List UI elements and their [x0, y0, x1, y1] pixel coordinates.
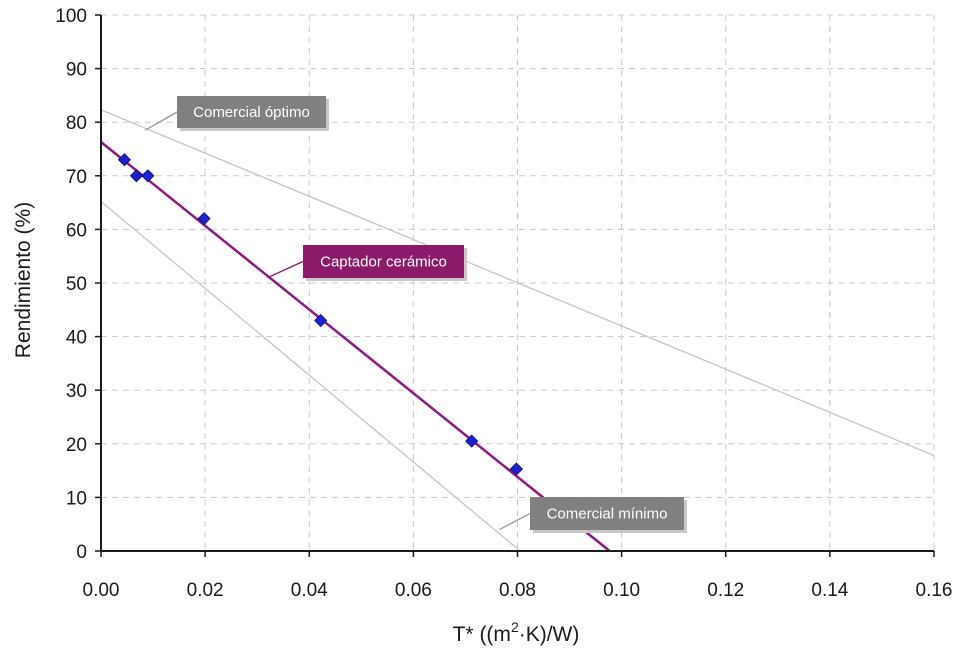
y-tick-label: 20 — [66, 435, 87, 456]
y-tick-label: 100 — [55, 6, 87, 27]
y-tick-label: 40 — [66, 328, 87, 349]
series-line-2 — [100, 109, 935, 457]
callout-comercial-minimo-leader — [498, 512, 531, 531]
y-axis-title: Rendimiento (%) — [12, 202, 35, 358]
x-tick-label: 0.02 — [187, 580, 224, 601]
y-tick-label: 70 — [66, 167, 87, 188]
series-line-1 — [100, 141, 611, 552]
x-tick-label: 0.14 — [811, 580, 848, 601]
tick-labels: 0 10 20 30 40 50 60 70 80 90 100 0.00 0.02 0.04 0.06 0.… — [55, 6, 952, 601]
callout-comercial-minimo: Comercial mínimo — [498, 497, 687, 533]
callout-captador-ceramico-box — [303, 245, 464, 278]
y-tick-label: 60 — [66, 220, 87, 241]
callout-comercial-optimo-box — [177, 96, 326, 128]
y-tick-label: 10 — [66, 488, 87, 509]
callout-comercial-minimo-label: Comercial mínimo — [547, 506, 668, 523]
y-tick-label: 50 — [66, 274, 87, 295]
callout-comercial-optimo-label: Comercial óptimo — [193, 104, 310, 121]
x-tick-label: 0.00 — [83, 580, 120, 601]
axes — [95, 14, 935, 557]
y-tick-label: 80 — [66, 113, 87, 134]
x-tick-label: 0.04 — [291, 580, 328, 601]
data-point — [314, 313, 328, 328]
callout-captador-ceramico-label: Captador cerámico — [320, 254, 447, 271]
callout-comercial-minimo-box — [530, 497, 684, 530]
y-tick-label: 0 — [76, 542, 87, 563]
series-lines — [100, 109, 935, 552]
x-tick-label: 0.16 — [916, 580, 953, 601]
data-point — [465, 434, 479, 448]
data-point — [141, 169, 155, 183]
x-tick-label: 0.08 — [499, 580, 536, 601]
x-axis-title-prefix: T* ((m — [453, 623, 511, 646]
x-tick-label: 0.06 — [395, 580, 432, 601]
grid — [101, 14, 935, 551]
callout-captador-ceramico: Captador cerámico — [267, 245, 467, 281]
callout-captador-ceramico-leader — [267, 260, 304, 279]
series-line-3 — [100, 201, 521, 552]
callouts: Comercial óptimo Captador cerámico Comerci… — [144, 96, 687, 533]
y-tick-label: 30 — [66, 381, 87, 402]
data-point — [509, 462, 524, 476]
x-axis-title: T* ((m2·K)/W) — [453, 619, 580, 646]
data-point — [129, 169, 143, 183]
y-tick-label: 90 — [66, 60, 87, 81]
x-tick-label: 0.12 — [707, 580, 744, 601]
x-tick-label: 0.10 — [603, 580, 640, 601]
data-point — [197, 212, 211, 226]
x-axis-title-sup: 2 — [511, 619, 519, 635]
data-point — [117, 153, 131, 167]
data-points — [117, 153, 524, 476]
callout-comercial-optimo-leader — [144, 111, 178, 131]
x-axis-title-suffix: ·K)/W) — [519, 623, 580, 646]
callout-comercial-optimo: Comercial óptimo — [144, 96, 329, 131]
